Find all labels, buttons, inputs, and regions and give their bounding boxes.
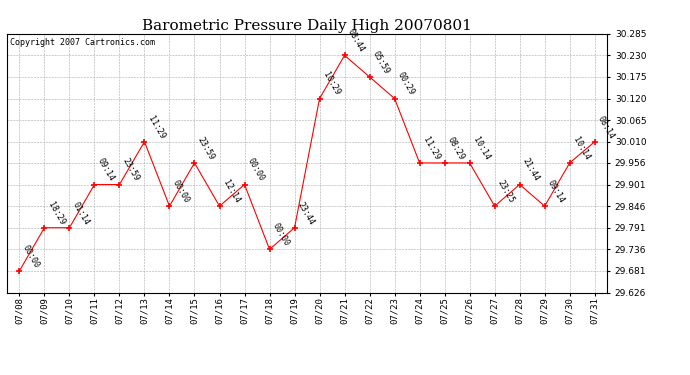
Text: 00:00: 00:00 [246, 157, 266, 183]
Text: 10:14: 10:14 [571, 135, 591, 162]
Text: 21:44: 21:44 [521, 157, 542, 183]
Text: 08:44: 08:44 [346, 28, 366, 54]
Text: Copyright 2007 Cartronics.com: Copyright 2007 Cartronics.com [10, 38, 155, 46]
Text: 10:14: 10:14 [471, 135, 491, 162]
Text: 00:00: 00:00 [271, 222, 291, 248]
Text: 11:29: 11:29 [421, 135, 442, 162]
Text: 00:00: 00:00 [171, 178, 191, 205]
Text: 09:14: 09:14 [546, 178, 566, 205]
Text: 00:00: 00:00 [21, 243, 41, 270]
Text: 08:14: 08:14 [596, 114, 616, 140]
Text: 23:59: 23:59 [121, 157, 141, 183]
Text: 09:14: 09:14 [96, 157, 116, 183]
Text: 23:44: 23:44 [296, 200, 316, 226]
Text: 00:29: 00:29 [396, 71, 416, 97]
Text: 23:59: 23:59 [196, 135, 216, 162]
Text: 05:59: 05:59 [371, 50, 391, 75]
Text: 12:14: 12:14 [221, 178, 242, 205]
Text: 08:29: 08:29 [446, 135, 466, 162]
Text: 01:14: 01:14 [71, 200, 91, 226]
Text: 10:29: 10:29 [321, 71, 342, 97]
Title: Barometric Pressure Daily High 20070801: Barometric Pressure Daily High 20070801 [142, 19, 472, 33]
Text: 11:29: 11:29 [146, 114, 166, 140]
Text: 18:29: 18:29 [46, 200, 66, 226]
Text: 23:25: 23:25 [496, 178, 516, 205]
